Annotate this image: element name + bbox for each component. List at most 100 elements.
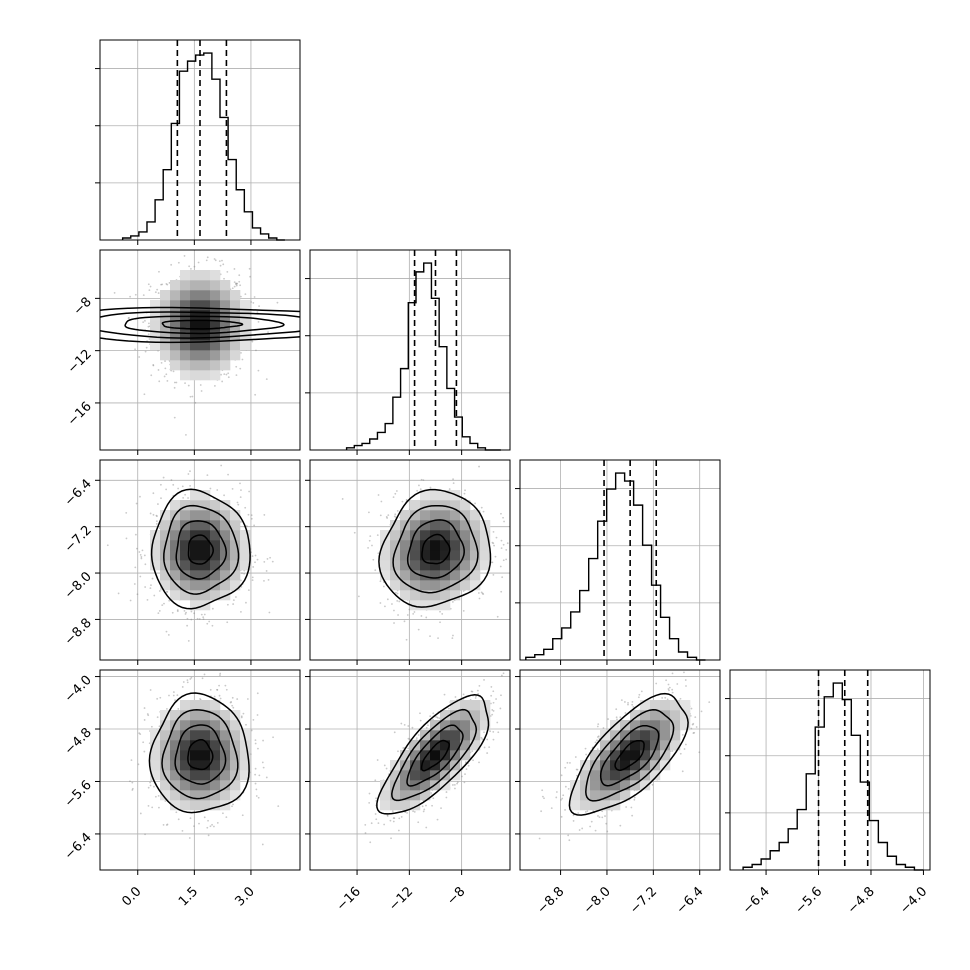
sample-point	[462, 609, 465, 612]
sample-point	[181, 686, 184, 688]
density-cell	[230, 740, 241, 751]
density-cell	[390, 540, 401, 551]
sample-point	[157, 349, 159, 352]
density-cell	[210, 730, 221, 741]
sample-point	[183, 255, 186, 257]
sample-point	[420, 615, 423, 617]
sample-point	[181, 485, 184, 488]
density-cell	[160, 790, 171, 801]
density-cell	[210, 320, 221, 331]
density-cell	[190, 280, 201, 291]
sample-point	[394, 492, 397, 495]
density-cell	[170, 770, 181, 781]
density-cell	[180, 550, 191, 561]
y-tick-label: −5.6	[62, 778, 95, 811]
sample-point	[157, 612, 160, 614]
y-tick-label: −7.2	[62, 523, 95, 556]
density-cell	[430, 540, 441, 551]
sample-point	[500, 590, 503, 593]
density-cell	[210, 350, 221, 361]
density-cell	[200, 290, 211, 301]
density-cell	[150, 550, 161, 561]
density-cell	[160, 290, 171, 301]
density-cell	[390, 560, 401, 571]
density-cell	[180, 590, 191, 601]
density-cell	[450, 570, 461, 581]
density-cell	[170, 290, 181, 301]
density-cell	[240, 750, 251, 761]
density-cell	[220, 710, 231, 721]
joint-density	[100, 255, 300, 436]
sample-point	[251, 579, 254, 582]
density-cell	[430, 550, 441, 561]
density-cell	[230, 350, 241, 361]
density-cell	[480, 540, 491, 551]
sample-point	[430, 792, 433, 794]
sample-point	[165, 630, 168, 633]
sample-point	[166, 283, 169, 286]
histogram-step	[742, 682, 924, 871]
density-cell	[180, 340, 191, 351]
density-cell	[170, 740, 181, 751]
density-cell	[220, 720, 231, 731]
density-cell	[170, 280, 181, 291]
sample-point	[368, 792, 371, 795]
sample-point	[400, 722, 403, 725]
contour-line	[150, 488, 251, 610]
sample-point	[496, 721, 499, 724]
sample-point	[232, 803, 234, 806]
density-cell	[420, 530, 431, 541]
sample-point	[139, 733, 142, 735]
density-cell	[240, 550, 251, 561]
sample-point	[499, 707, 502, 710]
sample-point	[131, 787, 134, 790]
sample-point	[225, 688, 228, 691]
sample-point	[245, 601, 247, 604]
sample-point	[425, 616, 428, 619]
sample-point	[277, 805, 280, 808]
sample-point	[198, 618, 201, 620]
sample-point	[495, 536, 498, 539]
sample-point	[239, 496, 242, 499]
density-cell	[200, 320, 211, 331]
density-cell	[400, 560, 411, 571]
sample-point	[491, 709, 494, 711]
sample-point	[492, 738, 495, 741]
sample-point	[236, 283, 238, 285]
density-cell	[400, 510, 411, 521]
density-cell	[190, 700, 201, 711]
sample-point	[205, 259, 208, 262]
density-cell	[470, 580, 481, 591]
density-cell	[170, 320, 181, 331]
density-cell	[170, 710, 181, 721]
density-cell	[180, 720, 191, 731]
sample-point	[154, 291, 157, 294]
density-cell	[440, 500, 451, 511]
density-cell	[230, 320, 241, 331]
density-cell	[170, 350, 181, 361]
joint-panel-2-0: −8.8−8.0−7.2−6.4	[62, 459, 301, 665]
sample-point	[163, 602, 165, 605]
sample-point	[491, 561, 494, 564]
density-cell	[170, 750, 181, 761]
sample-point	[236, 501, 239, 504]
sample-point	[407, 725, 410, 727]
sample-point	[216, 689, 219, 691]
sample-point	[400, 816, 403, 818]
sample-point	[231, 287, 234, 290]
density-cell	[180, 540, 191, 551]
sample-point	[463, 492, 466, 495]
sample-point	[157, 503, 159, 505]
sample-point	[415, 737, 418, 740]
sample-point	[129, 295, 132, 298]
density-cell	[400, 530, 411, 541]
sample-point	[379, 514, 382, 517]
sample-point	[250, 729, 253, 732]
sample-point	[148, 338, 151, 340]
sample-point	[483, 746, 486, 749]
density-cell	[220, 280, 231, 291]
density-cell	[240, 300, 251, 311]
density-cell	[190, 360, 201, 371]
density-cell	[200, 550, 211, 561]
density-cell	[440, 590, 451, 601]
